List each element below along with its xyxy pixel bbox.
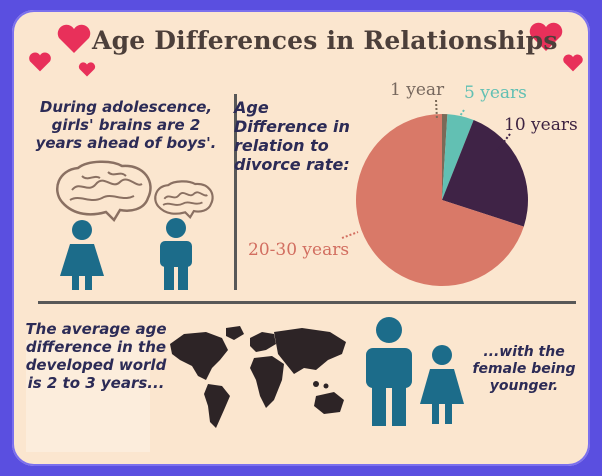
divorce-heading: Age Difference in relation to divorce ra…: [234, 98, 350, 174]
pie-slice-5-years: [442, 114, 474, 200]
heart-icon: [563, 54, 583, 72]
pie-leader-lines: [341, 99, 511, 239]
page-title: Age Differences in Relationships: [92, 26, 558, 55]
heart-icon: [57, 24, 91, 53]
leader-line-20-30-years: [341, 231, 359, 239]
horizontal-divider: [38, 301, 576, 304]
female-younger-text: ...with the female being younger.: [472, 344, 576, 394]
woman-icon: [420, 345, 464, 424]
boy-icon: [160, 218, 192, 290]
pie-label-10-years: 10 years: [504, 115, 578, 135]
leader-line-1-year: [435, 99, 438, 121]
heart-icon: [29, 52, 51, 72]
pie-slice-20-30-years: [356, 114, 524, 286]
pie-label-5-years: 5 years: [464, 83, 527, 103]
girl-icon: [60, 220, 104, 290]
adolescence-text: During adolescence, girls' brains are 2 …: [35, 98, 217, 152]
heart-icon: [529, 22, 563, 51]
infographic-panel: Age Differences in Relationships During …: [12, 10, 590, 466]
pie-slice-1-year: [442, 114, 448, 200]
brain-small-icon: [154, 180, 214, 219]
watermark-box: [26, 340, 150, 452]
man-icon: [366, 317, 412, 426]
divorce-pie-chart: [356, 114, 528, 286]
leader-line-10-years: [495, 133, 511, 153]
pie-label-20-30-years: 20-30 years: [248, 240, 350, 260]
world-map-icon: [170, 326, 346, 428]
average-age-text: The average age difference in the develo…: [25, 320, 167, 392]
brain-large-icon: [56, 160, 152, 223]
leader-line-5-years: [455, 109, 465, 123]
vertical-divider: [234, 94, 237, 290]
heart-icon: [78, 62, 96, 77]
pie-label-1-year: 1 year: [390, 80, 445, 100]
pie-slice-10-years: [442, 120, 528, 227]
